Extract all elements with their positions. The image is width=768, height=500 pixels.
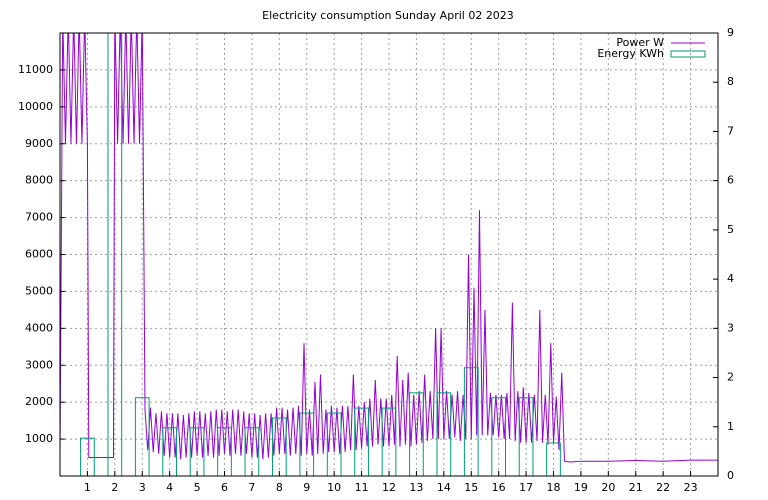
y2-tick-label: 2 xyxy=(727,371,734,384)
energy-box xyxy=(491,397,507,476)
chart-title: Electricity consumption Sunday April 02 … xyxy=(262,9,514,22)
x-tick-label: 5 xyxy=(194,481,201,494)
x-tick-label: 10 xyxy=(327,481,341,494)
x-tick-label: 19 xyxy=(574,481,588,494)
x-tick-label: 2 xyxy=(111,481,118,494)
x-tick-label: 6 xyxy=(221,481,228,494)
energy-box xyxy=(436,392,452,476)
y2-tick-label: 9 xyxy=(727,26,734,39)
y2-tick-label: 0 xyxy=(727,469,734,482)
x-tick-label: 3 xyxy=(139,481,146,494)
x-tick-label: 20 xyxy=(601,481,615,494)
energy-box xyxy=(134,397,150,476)
y2-tick-label: 5 xyxy=(727,223,734,236)
y2-tick-label: 8 xyxy=(727,75,734,88)
energy-box xyxy=(518,397,534,476)
y2-tick-label: 6 xyxy=(727,174,734,187)
y-tick-label: 6000 xyxy=(25,248,53,261)
y-tick-label: 2000 xyxy=(25,395,53,408)
y-tick-label: 10000 xyxy=(18,100,53,113)
x-tick-label: 16 xyxy=(492,481,506,494)
energy-box xyxy=(463,367,479,476)
legend-label: Energy KWh xyxy=(597,47,664,60)
y-tick-label: 1000 xyxy=(25,432,53,445)
x-tick-label: 9 xyxy=(303,481,310,494)
energy-box xyxy=(409,392,424,476)
y-tick-label: 5000 xyxy=(25,284,53,297)
y-tick-label: 8000 xyxy=(25,174,53,187)
y2-tick-label: 3 xyxy=(727,321,734,334)
x-tick-label: 13 xyxy=(409,481,423,494)
y-tick-label: 3000 xyxy=(25,358,53,371)
x-tick-label: 21 xyxy=(629,481,643,494)
legend-swatch xyxy=(670,50,706,58)
energy-box xyxy=(271,417,287,476)
x-tick-label: 17 xyxy=(519,481,533,494)
energy-box xyxy=(546,442,561,476)
energy-box xyxy=(107,33,123,476)
plot-area xyxy=(60,33,718,476)
x-tick-label: 23 xyxy=(684,481,698,494)
legend-label: Power W xyxy=(616,36,664,49)
y2-tick-label: 1 xyxy=(727,420,734,433)
energy-box xyxy=(381,407,397,476)
energy-box xyxy=(354,407,369,476)
y2-tick-label: 7 xyxy=(727,124,734,137)
x-tick-label: 1 xyxy=(84,481,91,494)
x-tick-label: 22 xyxy=(656,481,670,494)
y-tick-label: 7000 xyxy=(25,211,53,224)
y-tick-label: 9000 xyxy=(25,137,53,150)
y-tick-label: 4000 xyxy=(25,321,53,334)
y2-tick-label: 4 xyxy=(727,272,734,285)
y-tick-label: 11000 xyxy=(18,63,53,76)
x-tick-label: 11 xyxy=(355,481,369,494)
x-tick-label: 12 xyxy=(382,481,396,494)
axis-labels: 1 2 3 4 5 6 7 8 9 10 11 12 13 14 15 16 17 18 19 20 21 22 23100… xyxy=(18,26,734,494)
x-tick-label: 4 xyxy=(166,481,173,494)
grid xyxy=(60,33,718,476)
x-tick-label: 8 xyxy=(276,481,283,494)
x-tick-label: 15 xyxy=(464,481,478,494)
x-tick-label: 14 xyxy=(437,481,451,494)
x-tick-label: 7 xyxy=(248,481,255,494)
x-tick-label: 18 xyxy=(547,481,561,494)
